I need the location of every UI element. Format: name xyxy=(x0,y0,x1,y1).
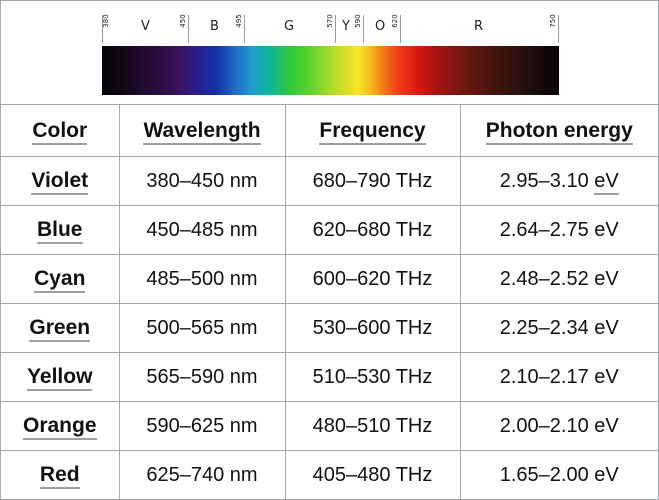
wavelength-cell: 590–625 nm xyxy=(118,401,286,451)
tick-mark-380 xyxy=(102,15,103,43)
frequency-cell: 480–510 THz xyxy=(284,401,461,451)
header-wavelength: Wavelength xyxy=(118,104,286,157)
energy-cell: 2.25–2.34 eV xyxy=(459,303,658,353)
energy-value: 2.25–2.34 xyxy=(499,316,589,339)
energy-cell: 2.10–2.17 eV xyxy=(459,352,658,402)
frequency-cell: 405–480 THz xyxy=(284,450,461,499)
tick-label-495: 495 xyxy=(235,14,243,28)
table-row: Green 500–565 nm 530–600 THz 2.25–2.34 e… xyxy=(1,303,658,353)
table-row: Yellow 565–590 nm 510–530 THz 2.10–2.17 … xyxy=(1,352,658,402)
energy-value: 1.65–2.00 xyxy=(499,463,589,486)
tick-mark-590 xyxy=(363,15,364,43)
band-letter-violet: V xyxy=(141,19,150,34)
energy-unit: eV xyxy=(594,267,619,290)
wavelength-cell: 500–565 nm xyxy=(118,303,286,353)
color-link-violet[interactable]: Violet xyxy=(31,169,89,195)
energy-unit: eV xyxy=(594,463,619,486)
color-link-cyan[interactable]: Cyan xyxy=(34,267,86,293)
tick-label-750: 750 xyxy=(549,14,557,28)
header-frequency-link[interactable]: Frequency xyxy=(319,118,426,145)
energy-value: 2.00–2.10 xyxy=(499,414,589,437)
color-link-yellow[interactable]: Yellow xyxy=(27,365,93,391)
tick-label-450: 450 xyxy=(179,14,187,28)
table-row: Orange 590–625 nm 480–510 THz 2.00–2.10 … xyxy=(1,401,658,451)
tick-label-620: 620 xyxy=(391,14,399,28)
energy-unit: eV xyxy=(594,414,619,437)
wavelength-cell: 380–450 nm xyxy=(118,156,286,206)
header-photon-energy: Photon energy xyxy=(459,104,658,157)
energy-cell: 2.64–2.75 eV xyxy=(459,205,658,255)
energy-value: 2.95–3.10 xyxy=(499,169,589,192)
frequency-cell: 620–680 THz xyxy=(284,205,461,255)
header-wavelength-link[interactable]: Wavelength xyxy=(143,118,261,145)
table-row: Cyan 485–500 nm 600–620 THz 2.48–2.52 eV xyxy=(1,254,658,304)
energy-value: 2.10–2.17 xyxy=(499,365,589,388)
electronvolt-link[interactable]: eV xyxy=(594,169,619,195)
energy-unit: eV xyxy=(594,218,619,241)
wavelength-cell: 450–485 nm xyxy=(118,205,286,255)
table-row: Red 625–740 nm 405–480 THz 1.65–2.00 eV xyxy=(1,450,658,499)
energy-cell: 1.65–2.00 eV xyxy=(459,450,658,499)
tick-label-570: 570 xyxy=(326,14,334,28)
tick-label-590: 590 xyxy=(354,14,362,28)
frequency-cell: 680–790 THz xyxy=(284,156,461,206)
band-letter-orange: O xyxy=(375,19,386,34)
color-link-green[interactable]: Green xyxy=(29,316,91,342)
color-properties-table: Color Wavelength Frequency Photon energy… xyxy=(1,104,658,499)
tick-mark-450 xyxy=(188,15,189,43)
header-photon-energy-link[interactable]: Photon energy xyxy=(485,118,633,145)
visible-spectrum-figure: 380 450 495 570 590 620 750 V B G Y O R xyxy=(1,1,658,104)
energy-cell: 2.00–2.10 eV xyxy=(459,401,658,451)
header-color-link[interactable]: Color xyxy=(32,118,88,145)
table-row: Blue 450–485 nm 620–680 THz 2.64–2.75 eV xyxy=(1,205,658,255)
energy-cell: 2.48–2.52 eV xyxy=(459,254,658,304)
energy-value: 2.48–2.52 xyxy=(499,267,589,290)
color-link-blue[interactable]: Blue xyxy=(36,218,83,244)
energy-cell: 2.95–3.10 eV xyxy=(459,156,658,206)
frequency-cell: 510–530 THz xyxy=(284,352,461,402)
wavelength-cell: 625–740 nm xyxy=(118,450,286,499)
table-header-row: Color Wavelength Frequency Photon energy xyxy=(1,104,658,157)
band-letter-blue: B xyxy=(210,19,219,34)
tick-mark-495 xyxy=(244,15,245,43)
tick-mark-620 xyxy=(400,15,401,43)
energy-value: 2.64–2.75 xyxy=(499,218,589,241)
header-frequency: Frequency xyxy=(284,104,461,157)
band-letter-red: R xyxy=(474,19,484,34)
header-color: Color xyxy=(1,104,120,157)
spectrum-gradient-bar xyxy=(102,46,559,95)
tick-mark-570 xyxy=(335,15,336,43)
color-link-red[interactable]: Red xyxy=(39,463,80,489)
energy-unit: eV xyxy=(594,365,619,388)
band-letter-green: G xyxy=(284,19,295,34)
frequency-cell: 530–600 THz xyxy=(284,303,461,353)
tick-label-380: 380 xyxy=(102,14,110,28)
band-letter-yellow: Y xyxy=(342,19,350,34)
wavelength-cell: 565–590 nm xyxy=(118,352,286,402)
wavelength-cell: 485–500 nm xyxy=(118,254,286,304)
energy-unit: eV xyxy=(594,316,619,339)
table-row: Violet 380–450 nm 680–790 THz 2.95–3.10 … xyxy=(1,156,658,206)
color-link-orange[interactable]: Orange xyxy=(22,414,97,440)
tick-mark-750 xyxy=(558,15,559,43)
frequency-cell: 600–620 THz xyxy=(284,254,461,304)
